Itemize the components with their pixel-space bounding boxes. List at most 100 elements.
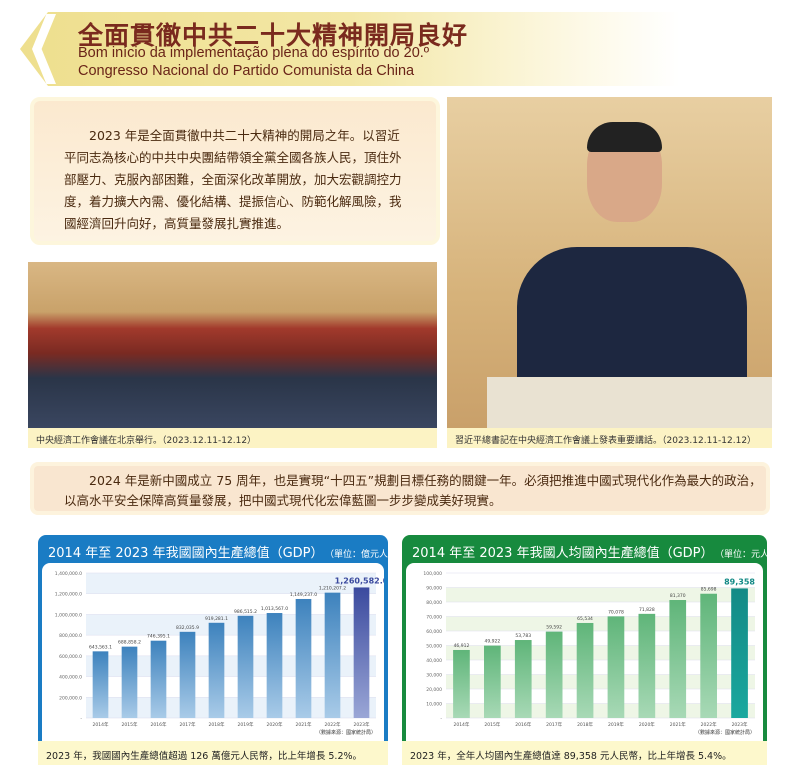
speaker-photo xyxy=(447,97,772,428)
data-label: 46,912 xyxy=(454,643,470,649)
paragraph-line-1: 2024 年是新中國成立 75 周年，也是實現“十四五”規劃目標任務的關鍵一年。… xyxy=(89,473,762,488)
paragraph-2024: 2024 年是新中國成立 75 周年，也是實現“十四五”規劃目標任務的關鍵一年。… xyxy=(30,462,770,515)
data-source: （數據來源：國家統計局） xyxy=(316,729,376,736)
grid-band xyxy=(86,573,376,594)
chart-note: 2023 年，全年人均國內生產總值達 89,358 元人民幣，比上年增長 5.4… xyxy=(402,741,767,765)
paragraph-line-2: 以高水平安全保障高質量發展，把中國式現代化宏偉藍圖一步步變成美好現實。 xyxy=(64,493,502,508)
bar xyxy=(121,646,138,718)
bar xyxy=(324,592,341,718)
x-tick-label: 2018年 xyxy=(577,721,593,728)
x-tick-label: 2017年 xyxy=(180,721,196,728)
y-tick-label: - xyxy=(440,717,442,722)
bar xyxy=(92,651,109,718)
bar xyxy=(607,616,625,718)
y-tick-label: - xyxy=(80,717,82,722)
bar xyxy=(514,640,532,718)
data-label: 71,828 xyxy=(639,607,655,613)
bar xyxy=(237,615,254,718)
data-label: 85,698 xyxy=(701,587,717,593)
per-capita-gdp-chart: 2014 年至 2023 年我國人均國內生產總值（GDP） （單位：元人民幣） -… xyxy=(402,535,767,765)
data-label: 688,858.2 xyxy=(118,640,141,646)
x-tick-label: 2016年 xyxy=(151,721,167,728)
chart-plot: - 200,000.0 400,000.0 600,000.0 800,000.0 1,0… xyxy=(42,563,384,741)
data-label: 832,035.9 xyxy=(176,625,199,631)
data-label: 643,563.1 xyxy=(89,644,112,650)
bar xyxy=(208,622,225,718)
y-tick-label: 40,000 xyxy=(426,658,442,664)
data-source: （數據來源：國家統計局） xyxy=(695,729,755,736)
chart-unit: （單位：元人民幣） xyxy=(719,550,768,560)
meeting-photo xyxy=(28,262,437,428)
bar xyxy=(638,613,656,718)
y-tick-label: 90,000 xyxy=(426,586,442,592)
y-tick-label: 20,000 xyxy=(426,687,442,693)
bar xyxy=(484,645,501,718)
y-tick-label: 1,000,000.0 xyxy=(55,612,82,618)
title-banner xyxy=(20,12,680,86)
data-label: 65,534 xyxy=(577,616,593,622)
y-tick-label: 800,000.0 xyxy=(59,633,82,639)
y-tick-label: 100,000 xyxy=(423,571,442,577)
x-tick-label: 2019年 xyxy=(238,721,254,728)
x-tick-label: 2023年 xyxy=(732,721,748,728)
chart-title: 2014 年至 2023 年我國國內生產總值（GDP） xyxy=(48,546,324,561)
bar xyxy=(669,600,687,718)
x-tick-label: 2016年 xyxy=(515,721,531,728)
x-tick-label: 2014年 xyxy=(93,721,109,728)
x-tick-label: 2020年 xyxy=(267,721,283,728)
x-tick-label: 2022年 xyxy=(325,721,341,728)
data-label: 986,515.2 xyxy=(234,609,257,615)
chart-unit: （單位：億元人民幣） xyxy=(329,550,389,560)
chart-plot: - 10,000 20,000 30,000 40,000 50,000 60,000 70,… xyxy=(406,563,763,741)
subtitle-line-2: Congresso Nacional do Partido Comunista … xyxy=(78,63,415,79)
y-tick-label: 1,400,000.0 xyxy=(55,571,82,577)
y-tick-label: 400,000.0 xyxy=(59,675,82,681)
data-label: 49,922 xyxy=(484,639,500,645)
y-tick-label: 30,000 xyxy=(426,673,442,679)
data-label: 1,149,237.0 xyxy=(290,592,317,598)
chart-title: 2014 年至 2023 年我國人均國內生產總值（GDP） xyxy=(412,546,714,561)
y-tick-label: 70,000 xyxy=(426,615,442,621)
data-label: 1,210,207.2 xyxy=(319,586,346,592)
y-tick-label: 80,000 xyxy=(426,600,442,606)
bar xyxy=(731,588,748,718)
y-tick-label: 10,000 xyxy=(426,702,442,708)
bar xyxy=(179,631,196,718)
data-label: 89,358 xyxy=(724,577,755,586)
bar xyxy=(150,640,167,718)
chart-note: 2023 年，我國國內生產總值超過 126 萬億元人民幣，比上年增長 5.2%。 xyxy=(38,741,388,765)
intro-text: 2023 年是全面貫徹中共二十大精神的開局之年。以習近平同志為核心的中共中央團結… xyxy=(30,97,440,245)
gdp-chart: 2014 年至 2023 年我國國內生產總值（GDP） （單位：億元人民幣） - 2… xyxy=(38,535,388,765)
x-tick-label: 2019年 xyxy=(608,721,624,728)
bar xyxy=(295,598,312,718)
y-tick-label: 600,000.0 xyxy=(59,654,82,660)
page-title: 全面貫徹中共二十大精神開局良好 xyxy=(78,21,469,50)
grid-band xyxy=(446,587,755,602)
subtitle-line-1: Bom início da implementação plena do esp… xyxy=(78,45,430,61)
y-tick-label: 60,000 xyxy=(426,629,442,635)
chart-header: 2014 年至 2023 年我國人均國內生產總值（GDP） （單位：元人民幣） xyxy=(402,535,767,563)
bar xyxy=(545,631,563,718)
bar xyxy=(700,593,717,718)
x-tick-label: 2023年 xyxy=(354,721,370,728)
x-tick-label: 2022年 xyxy=(701,721,717,728)
y-tick-label: 1,200,000.0 xyxy=(55,592,82,598)
chart-header: 2014 年至 2023 年我國國內生產總值（GDP） （單位：億元人民幣） xyxy=(38,535,388,563)
x-tick-label: 2015年 xyxy=(122,721,138,728)
x-tick-label: 2015年 xyxy=(484,721,500,728)
data-label: 746,395.1 xyxy=(147,634,170,640)
x-tick-label: 2018年 xyxy=(209,721,225,728)
bar xyxy=(576,622,594,718)
data-label: 1,260,582.0 xyxy=(335,576,384,585)
bar xyxy=(266,613,283,718)
bar xyxy=(353,587,370,718)
x-tick-label: 2014年 xyxy=(453,721,469,728)
data-label: 70,078 xyxy=(608,609,624,615)
x-tick-label: 2021年 xyxy=(296,721,312,728)
data-label: 59,592 xyxy=(546,625,562,631)
photo-caption-2: 習近平總書記在中央經濟工作會議上發表重要講話。（2023.12.11-12.12… xyxy=(447,428,772,448)
photo-caption-1: 中央經濟工作會議在北京舉行。（2023.12.11-12.12） xyxy=(28,428,437,448)
x-tick-label: 2017年 xyxy=(546,721,562,728)
y-tick-label: 50,000 xyxy=(426,644,442,650)
data-label: 1,013,567.0 xyxy=(261,606,288,612)
